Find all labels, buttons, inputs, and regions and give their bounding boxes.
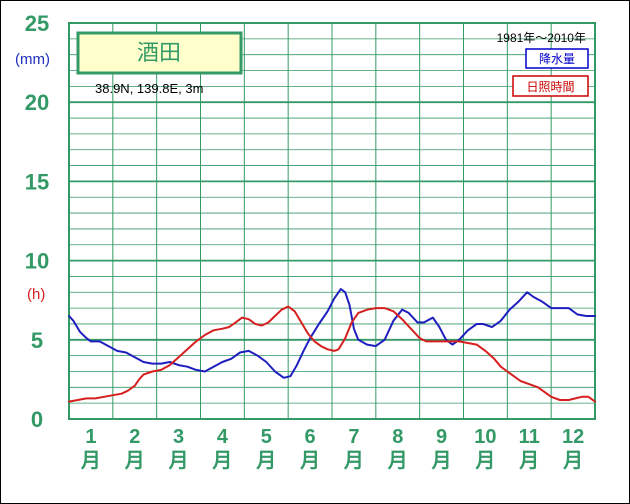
month-unit-label: 月 (211, 450, 232, 472)
y-tick-label: 0 (31, 407, 43, 432)
y-tick-label: 10 (25, 249, 49, 274)
legend-sunshine-label: 日照時間 (526, 80, 574, 94)
month-number-label: 3 (173, 426, 184, 448)
y-tick-label: 5 (31, 328, 43, 353)
month-unit-label: 月 (343, 450, 364, 472)
period-label: 1981年〜2010年 (497, 31, 586, 45)
month-unit-label: 月 (431, 450, 452, 472)
grid-layer (68, 22, 596, 420)
station-coordinates: 38.9N, 139.8E, 3m (95, 81, 203, 96)
month-number-label: 2 (129, 426, 140, 448)
month-unit-label: 月 (387, 450, 408, 472)
station-title-frame (76, 31, 243, 75)
month-number-label: 11 (519, 426, 540, 448)
series-layer (68, 288, 596, 403)
month-number-label: 5 (261, 426, 272, 448)
month-unit-label: 月 (299, 450, 320, 472)
month-unit-label: 月 (562, 450, 583, 472)
series-line-sunshine (68, 305, 596, 403)
legend-precip-label: 降水量 (539, 52, 575, 66)
month-unit-label: 月 (168, 450, 189, 472)
month-number-label: 10 (474, 426, 496, 448)
legend-item-sunshine: 日照時間 (512, 75, 589, 97)
legend-precip-box (525, 48, 589, 69)
station-title-box: 酒田 (76, 31, 243, 75)
month-number-label: 4 (217, 426, 229, 448)
month-number-label: 6 (305, 426, 316, 448)
legend-sunshine-box (512, 75, 589, 97)
series-line-precip (68, 288, 596, 379)
month-number-label: 8 (392, 426, 403, 448)
month-unit-label: 月 (124, 450, 145, 472)
legend-item-precip: 降水量 (525, 48, 589, 69)
month-unit-label: 月 (518, 450, 539, 472)
y-tick-labels: 0 5 10 15 20 25 (25, 11, 49, 432)
month-number-label: 1 (85, 426, 96, 448)
month-number-label: 9 (436, 426, 447, 448)
y-tick-label: 25 (25, 11, 49, 36)
y-tick-label: 15 (25, 169, 49, 194)
legend: 降水量 日照時間 (512, 48, 589, 97)
unit-precip-label: (mm) (15, 51, 50, 68)
month-unit-label: 月 (255, 450, 276, 472)
station-name: 酒田 (137, 40, 181, 65)
y-tick-label: 20 (25, 90, 49, 115)
month-number-label: 12 (562, 426, 584, 448)
month-unit-label: 月 (80, 450, 101, 472)
month-unit-label: 月 (474, 450, 495, 472)
month-number-label: 7 (348, 426, 359, 448)
unit-sunshine-label: (h) (27, 286, 45, 303)
